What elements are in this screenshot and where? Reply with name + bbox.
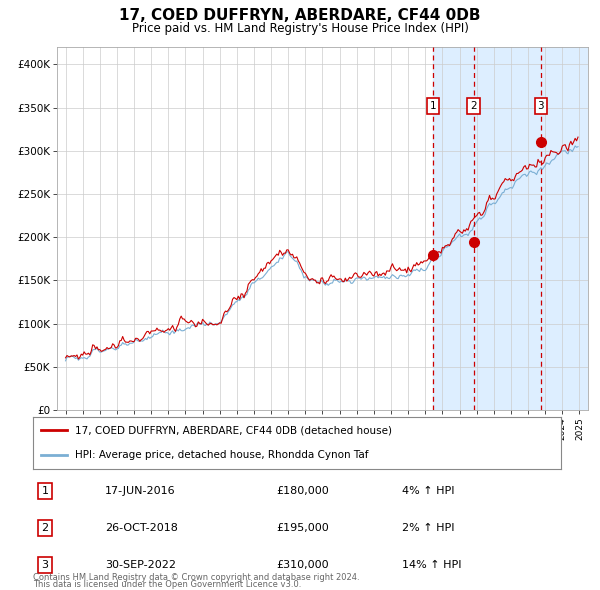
Text: 30-SEP-2022: 30-SEP-2022 [105,560,176,570]
Text: 1: 1 [430,101,436,111]
Text: 14% ↑ HPI: 14% ↑ HPI [402,560,461,570]
Text: 3: 3 [538,101,544,111]
Text: 4% ↑ HPI: 4% ↑ HPI [402,486,455,496]
Text: 26-OCT-2018: 26-OCT-2018 [105,523,178,533]
Text: 2: 2 [41,523,49,533]
Text: £180,000: £180,000 [276,486,329,496]
Text: This data is licensed under the Open Government Licence v3.0.: This data is licensed under the Open Gov… [33,581,301,589]
Text: 3: 3 [41,560,49,570]
Text: Contains HM Land Registry data © Crown copyright and database right 2024.: Contains HM Land Registry data © Crown c… [33,573,359,582]
Text: 17-JUN-2016: 17-JUN-2016 [105,486,176,496]
Text: 17, COED DUFFRYN, ABERDARE, CF44 0DB (detached house): 17, COED DUFFRYN, ABERDARE, CF44 0DB (de… [75,425,392,435]
Text: 2: 2 [470,101,477,111]
Text: 17, COED DUFFRYN, ABERDARE, CF44 0DB: 17, COED DUFFRYN, ABERDARE, CF44 0DB [119,8,481,22]
Text: £310,000: £310,000 [276,560,329,570]
Bar [433,47,588,410]
Text: HPI: Average price, detached house, Rhondda Cynon Taf: HPI: Average price, detached house, Rhon… [75,450,369,460]
Text: Price paid vs. HM Land Registry's House Price Index (HPI): Price paid vs. HM Land Registry's House … [131,22,469,35]
Text: 1: 1 [41,486,49,496]
Text: £195,000: £195,000 [276,523,329,533]
Text: 2% ↑ HPI: 2% ↑ HPI [402,523,455,533]
